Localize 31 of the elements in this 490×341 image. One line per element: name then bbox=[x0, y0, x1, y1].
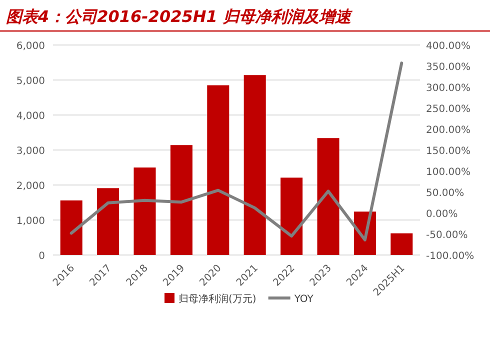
y-tick-label: 3,000 bbox=[16, 146, 45, 157]
line-series bbox=[70, 62, 404, 242]
bar bbox=[170, 145, 192, 255]
y2-tick-label: 400.00% bbox=[426, 41, 470, 52]
chart-title: 图表4：公司2016-2025H1 归母净利润及增速 bbox=[6, 7, 353, 26]
bar bbox=[60, 200, 82, 255]
y2-tick-label: 150.00% bbox=[426, 146, 470, 157]
y2-tick-label: 250.00% bbox=[426, 104, 470, 115]
y-tick-label: 2,000 bbox=[16, 181, 45, 192]
bar bbox=[390, 233, 413, 255]
legend-label: 归母净利润(万元) bbox=[178, 293, 256, 305]
y2-tick-label: 200.00% bbox=[426, 125, 470, 136]
legend-label: YOY bbox=[293, 294, 314, 305]
y2-tick-label: 350.00% bbox=[426, 62, 470, 73]
y2-tick-label: -100.00% bbox=[426, 251, 474, 262]
y-tick-label: 6,000 bbox=[16, 41, 45, 52]
y-tick-label: 1,000 bbox=[16, 216, 45, 227]
y2-tick-label: 100.00% bbox=[426, 167, 470, 178]
y2-tick-label: 300.00% bbox=[426, 83, 470, 94]
bar bbox=[280, 178, 303, 255]
bar bbox=[207, 85, 230, 255]
y2-tick-label: 50.00% bbox=[426, 188, 464, 199]
y2-tick-label: -50.00% bbox=[426, 230, 468, 241]
y2-tick-label: 0.00% bbox=[426, 209, 458, 220]
bar bbox=[97, 188, 120, 255]
y-tick-label: 5,000 bbox=[16, 76, 45, 87]
y-tick-label: 4,000 bbox=[16, 111, 45, 122]
bar bbox=[317, 138, 340, 255]
bar bbox=[244, 75, 266, 255]
y-tick-label: 0 bbox=[38, 251, 45, 262]
bar bbox=[134, 168, 156, 255]
